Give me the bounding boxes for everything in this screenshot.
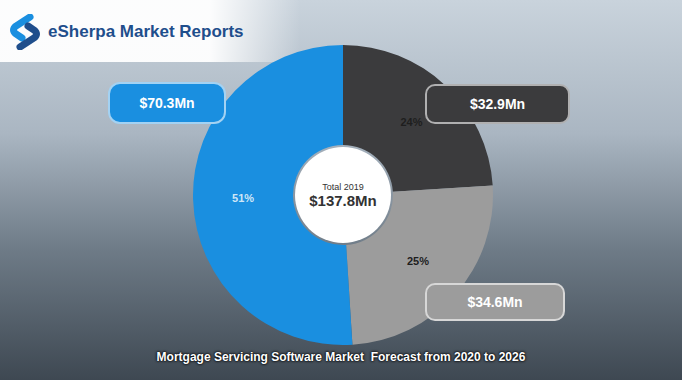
- svg-text:51%: 51%: [232, 192, 254, 204]
- html-text:$137.8Mn: $137.8Mn: [309, 191, 377, 209]
- html-text:Total 2019: Total 2019: [322, 181, 364, 192]
- svg-text:24%: 24%: [400, 116, 422, 128]
- html-text:$34.6Mn: $34.6Mn: [467, 294, 523, 310]
- html-text:Mortgage Servicing Software Ma: Mortgage Servicing Software Market Forec…: [156, 350, 526, 364]
- html-text:$32.9Mn: $32.9Mn: [469, 96, 526, 112]
- svg-text:25%: 25%: [407, 255, 429, 267]
- html-text:$70.3Mn: $70.3Mn: [139, 95, 195, 111]
- html-text:eSherpa Market Reports: eSherpa Market Reports: [48, 22, 244, 41]
